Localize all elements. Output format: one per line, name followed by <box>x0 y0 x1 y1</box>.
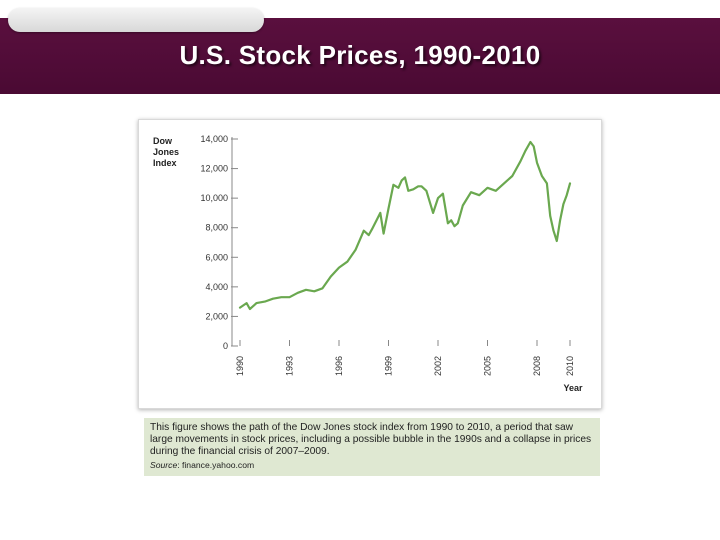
x-tick-label: 1993 <box>285 356 295 376</box>
x-tick-label: 2010 <box>565 356 575 376</box>
x-axis-title: Year <box>563 383 583 393</box>
slide-title: U.S. Stock Prices, 1990-2010 <box>179 40 541 70</box>
source-label: Source <box>150 460 178 470</box>
x-tick-label: 1996 <box>334 356 344 376</box>
x-tick-label: 1999 <box>384 356 394 376</box>
x-tick-label: 2008 <box>532 356 542 376</box>
y-tick-label: 4,000 <box>205 282 228 292</box>
y-tick-label: 2,000 <box>205 311 228 321</box>
y-tick-label: 10,000 <box>200 193 228 203</box>
x-tick-label: 2002 <box>433 356 443 376</box>
series-line-dow-jones <box>238 140 572 311</box>
y-axis-title: Dow Jones Index <box>153 136 180 168</box>
header-tab <box>8 8 264 32</box>
y-tick-label: 12,000 <box>200 164 228 174</box>
figure-card <box>138 119 602 409</box>
caption-text: This figure shows the path of the Dow Jo… <box>150 422 592 457</box>
caption-source: Source: finance.yahoo.com <box>150 459 594 471</box>
source-text: : finance.yahoo.com <box>177 460 255 470</box>
figure-caption: This figure shows the path of the Dow Jo… <box>144 418 600 476</box>
y-tick-label: 14,000 <box>200 134 228 144</box>
x-tick-label: 1990 <box>235 356 245 376</box>
y-tick-label: 8,000 <box>205 223 228 233</box>
y-tick-label: 6,000 <box>205 252 228 262</box>
y-tick-label: 0 <box>223 341 228 351</box>
x-tick-label: 2005 <box>483 356 493 376</box>
